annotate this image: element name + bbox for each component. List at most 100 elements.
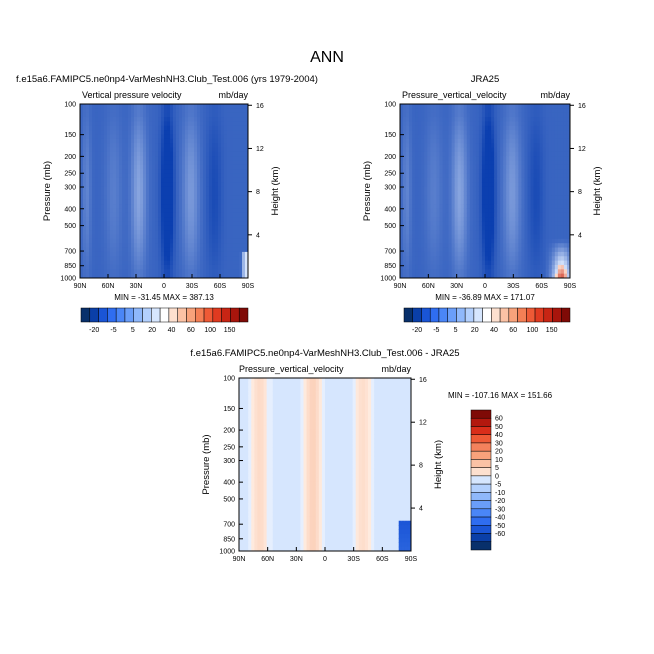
panel-2-ytick: 300 <box>384 185 396 192</box>
panel-3-colorbar-swatch <box>470 450 492 460</box>
panel-3-colorbar-swatch <box>470 417 492 427</box>
panel-1-colorbar-label: 5 <box>131 327 135 334</box>
panel-1-colorbar-swatch <box>80 307 91 323</box>
panel-2-ytick: 400 <box>384 206 396 213</box>
panel-2-colorbar-label: 5 <box>454 327 458 334</box>
panel-2-colorbar-swatch <box>464 307 475 323</box>
panel-1-ytick-right: 4 <box>256 232 260 239</box>
panel-3-ytick: 250 <box>223 444 235 451</box>
panel-3-colorbar-label: 50 <box>495 424 503 431</box>
panel-2-colorbar-swatch <box>552 307 562 323</box>
panel-3-xtick: 60N <box>261 556 274 563</box>
panel-3-units: mb/day <box>381 364 411 374</box>
panel-2-colorbar-swatch <box>491 307 501 323</box>
panel-3-ytick: 200 <box>223 428 235 435</box>
panel-2-colorbar-swatch <box>421 307 431 323</box>
panel-1-colorbar-label: -5 <box>110 327 116 334</box>
panel-3-xtick: 90S <box>405 556 418 563</box>
panel-2-ylabel: Pressure (mb) <box>362 161 373 221</box>
panel-3-colorbar-label: -50 <box>495 523 505 530</box>
panel-1-ytick: 700 <box>64 249 76 256</box>
panel-3-colorbar-label: -5 <box>495 482 501 489</box>
panel-3-colorbar-swatch <box>470 500 492 510</box>
panel-2-colorbar-swatch <box>517 307 527 323</box>
panel-1-xtick: 60N <box>102 283 115 290</box>
panel-2-ytick: 200 <box>384 154 396 161</box>
panel-3-ytick: 400 <box>223 480 235 487</box>
panel-2-colorbar-swatch <box>412 307 422 323</box>
panel-2-colorbar-swatch <box>534 307 545 323</box>
panel-1-field <box>80 104 248 278</box>
panel-2-colorbar-label: -20 <box>412 327 422 334</box>
panel-3-colorbar-swatch <box>470 508 492 518</box>
panel-1-colorbar-swatch <box>107 307 117 323</box>
panel-1-colorbar-swatch <box>89 307 99 323</box>
panel-1-xtick: 30N <box>130 283 143 290</box>
panel-3-colorbar-label: 30 <box>495 440 503 447</box>
panel-2-subtitle: Pressure_vertical_velocity <box>402 90 507 100</box>
panel-1-units: mb/day <box>218 90 248 100</box>
panel-3-colorbar-swatch <box>470 541 492 551</box>
panel-1-colorbar-swatch <box>177 307 187 323</box>
panel-2-colorbar-swatch <box>526 307 536 323</box>
panel-3-colorbar-swatch <box>470 409 492 419</box>
panel-1-colorbar-swatch <box>159 307 170 323</box>
panel-1-ylabel-right: Height (km) <box>270 166 281 215</box>
panel-3-ytick: 1000 <box>219 549 235 556</box>
panel-1: f.e15a6.FAMIPC5.ne0np4-VarMeshNH3.Club_T… <box>16 74 318 334</box>
panel-1-xtick: 30S <box>186 283 199 290</box>
panel-1-ylabel: Pressure (mb) <box>42 161 53 221</box>
panel-2-colorbar-swatch <box>482 307 492 323</box>
panel-3-ylabel: Pressure (mb) <box>201 434 212 494</box>
panel-1-ytick: 150 <box>64 132 76 139</box>
panel-1-ytick: 1000 <box>60 276 76 283</box>
panel-3-colorbar-label: 5 <box>495 465 499 472</box>
panel-1-ytick: 250 <box>64 171 76 178</box>
panel-1-ytick: 850 <box>64 263 76 270</box>
panel-3-colorbar-swatch <box>470 533 492 543</box>
panel-3-colorbar-label: 40 <box>495 432 503 439</box>
panel-3-colorbar-label: -40 <box>495 515 505 522</box>
panel-1-title: f.e15a6.FAMIPC5.ne0np4-VarMeshNH3.Club_T… <box>16 74 318 85</box>
panel-2-colorbar-label: 40 <box>490 327 498 334</box>
panel-1-colorbar-swatch <box>203 307 214 323</box>
panel-1-ytick: 100 <box>64 102 76 109</box>
panel-3-xtick: 60S <box>376 556 389 563</box>
panel-2-colorbar-swatch <box>456 307 466 323</box>
panel-2-colorbar-label: 20 <box>471 327 479 334</box>
panel-2-colorbar: -20 -5 5 20 40 60 100 150 <box>403 307 571 334</box>
panel-3-subtitle: Pressure_vertical_velocity <box>239 364 344 374</box>
panel-1-colorbar-swatch <box>238 307 249 323</box>
panel-3-colorbar-swatch <box>470 483 492 493</box>
panel-3-xtick: 90N <box>233 556 246 563</box>
panel-2-xtick: 30N <box>450 283 463 290</box>
panel-2-ytick: 100 <box>384 102 396 109</box>
panel-3-colorbar-label: -60 <box>495 531 505 538</box>
panel-2-xtick: 0 <box>483 283 487 290</box>
panel-3-stats: MIN = -107.16 MAX = 151.66 <box>448 391 553 400</box>
panel-3-colorbar-label: -30 <box>495 506 505 513</box>
panel-2-colorbar-swatch <box>499 307 510 323</box>
panel-2-colorbar-swatch <box>508 307 518 323</box>
figure-title: ANN <box>310 49 344 66</box>
panel-2-colorbar-swatch <box>403 307 413 323</box>
panel-3-xtick: 0 <box>323 556 327 563</box>
panel-3-ytick: 100 <box>223 376 235 383</box>
panel-3-colorbar-label: 60 <box>495 416 503 423</box>
panel-1-colorbar-swatch <box>168 307 178 323</box>
panel-1-colorbar-label: 20 <box>148 327 156 334</box>
panel-3-colorbar-swatch <box>470 492 492 501</box>
panel-1-colorbar-swatch <box>212 307 222 323</box>
panel-2-xtick: 90S <box>564 283 577 290</box>
panel-2-ytick-right: 12 <box>578 146 586 153</box>
panel-1-colorbar-swatch <box>186 307 196 323</box>
panel-1-ytick: 400 <box>64 206 76 213</box>
panel-2-title: JRA25 <box>471 74 500 85</box>
panel-3-colorbar-label: 10 <box>495 457 503 464</box>
panel-3-title: f.e15a6.FAMIPC5.ne0np4-VarMeshNH3.Club_T… <box>190 348 459 359</box>
panel-3-colorbar-swatch <box>470 467 492 477</box>
panel-2-colorbar-label: 60 <box>509 327 517 334</box>
panel-1-colorbar-label: 150 <box>224 327 236 334</box>
panel-3-colorbar-swatch <box>470 442 492 452</box>
